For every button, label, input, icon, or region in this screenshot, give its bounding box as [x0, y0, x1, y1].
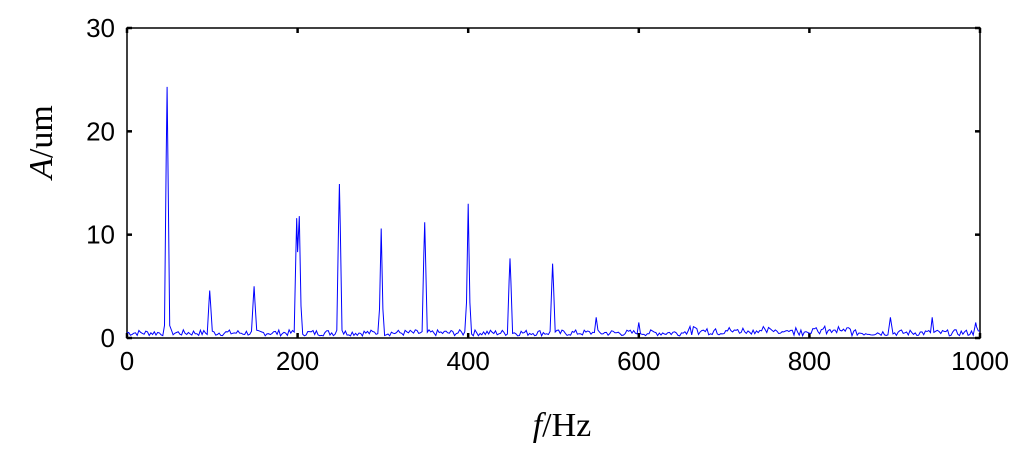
x-tick-label: 400: [447, 346, 490, 376]
x-tick-label: 600: [617, 346, 660, 376]
y-tick-label: 10: [86, 220, 115, 250]
x-tick-label: 200: [276, 346, 319, 376]
series-group: [126, 86, 981, 338]
x-tick-label: 0: [120, 346, 134, 376]
x-tick-label: 1000: [951, 346, 1009, 376]
y-tick-label: 0: [101, 323, 115, 353]
y-axis-title: A/um: [23, 105, 60, 181]
spectrum-line: [126, 86, 981, 338]
axis-ticks: [125, 26, 982, 340]
x-axis-title: f/Hz: [533, 407, 592, 444]
y-tick-label: 30: [86, 13, 115, 43]
x-tick-labels: 0 200 400 600 800 1000: [120, 346, 1009, 376]
y-tick-label: 20: [86, 116, 115, 146]
y-tick-labels: 0 10 20 30: [86, 13, 115, 353]
x-tick-label: 800: [788, 346, 831, 376]
